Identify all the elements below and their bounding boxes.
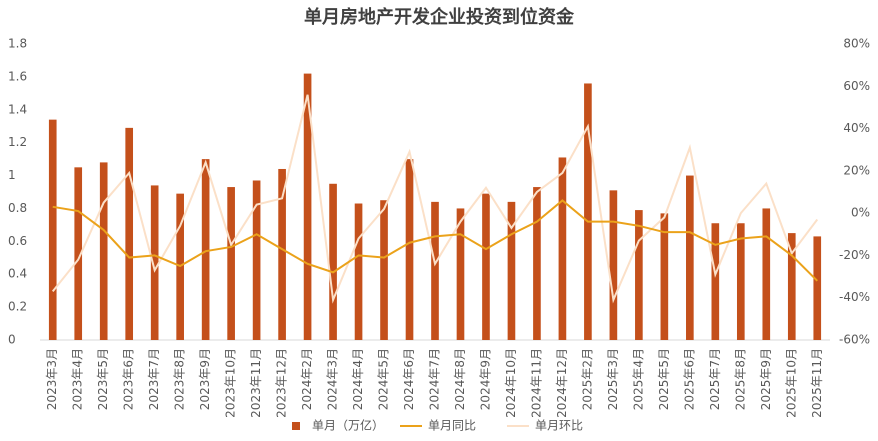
x-tick-label: 2025年2月	[580, 348, 594, 410]
bar	[354, 203, 363, 340]
x-tick-label: 2025年7月	[708, 348, 722, 410]
bar	[736, 223, 745, 340]
bar	[686, 175, 694, 340]
x-tick-label: 2025年3月	[606, 348, 620, 410]
chart-title: 单月房地产开发企业投资到位资金	[304, 6, 575, 28]
bar	[456, 208, 465, 340]
x-tick-label: 2024年5月	[377, 348, 391, 410]
x-tick-label: 2025年9月	[759, 348, 773, 410]
x-tick-label: 2023年6月	[122, 348, 136, 410]
x-tick-label: 2024年4月	[351, 348, 365, 410]
legend-swatch	[292, 422, 300, 430]
legend-label: 单月（万亿）	[312, 418, 384, 433]
x-tick-label: 2023年5月	[96, 348, 110, 410]
y2-tick-label: -60%	[839, 333, 870, 347]
y2-tick-label: -20%	[839, 248, 870, 262]
bar	[252, 180, 261, 340]
bar	[150, 185, 159, 340]
y2-tick-label: 0%	[851, 206, 870, 220]
bar	[533, 187, 541, 340]
bar	[558, 157, 567, 340]
bar	[99, 162, 108, 340]
bar	[431, 201, 439, 340]
bar	[329, 183, 337, 340]
bar	[380, 200, 388, 340]
bar	[660, 213, 669, 340]
y-tick-label: 1.2	[8, 135, 27, 149]
bar	[584, 83, 592, 340]
x-tick-label: 2025年10月	[784, 348, 798, 418]
bar	[787, 233, 796, 340]
x-tick-label: 2025年6月	[682, 348, 696, 410]
y-tick-label: 1.8	[8, 37, 27, 51]
x-tick-label: 2023年12月	[275, 348, 289, 418]
x-tick-label: 2023年8月	[173, 348, 187, 410]
y-tick-label: 0.4	[8, 267, 27, 281]
bar	[711, 223, 720, 340]
line	[52, 199, 818, 282]
y-tick-label: 1	[8, 168, 16, 182]
y2-tick-label: 40%	[843, 121, 870, 135]
x-tick-label: 2023年3月	[45, 348, 59, 410]
bar	[303, 73, 312, 340]
y-tick-label: 0.2	[8, 300, 27, 314]
y2-tick-label: 80%	[843, 37, 870, 51]
bar	[635, 210, 643, 340]
bar	[405, 159, 414, 340]
bar	[482, 193, 490, 340]
x-tick-label: 2023年7月	[147, 348, 161, 410]
x-tick-label: 2024年8月	[453, 348, 467, 410]
bar	[227, 187, 235, 340]
legend-label: 单月环比	[535, 419, 583, 433]
bar	[762, 208, 771, 340]
x-tick-label: 2024年11月	[529, 348, 543, 418]
x-tick-label: 2024年2月	[300, 348, 314, 410]
x-tick-label: 2024年3月	[326, 348, 340, 410]
y-tick-label: 0	[8, 333, 16, 347]
bar	[48, 119, 57, 341]
x-tick-label: 2025年11月	[810, 348, 824, 418]
x-tick-label: 2023年9月	[198, 348, 212, 410]
y2-tick-label: 60%	[843, 79, 870, 93]
x-tick-label: 2024年9月	[478, 348, 492, 410]
x-tick-label: 2023年11月	[249, 348, 263, 418]
y-tick-label: 0.8	[8, 201, 27, 215]
x-tick-label: 2023年4月	[71, 348, 85, 410]
y2-tick-label: -40%	[839, 290, 870, 304]
x-tick-label: 2025年5月	[657, 348, 671, 410]
bar	[201, 159, 210, 340]
bar	[125, 127, 134, 340]
y-tick-label: 1.4	[8, 102, 27, 116]
x-tick-label: 2024年6月	[402, 348, 416, 410]
bar	[813, 236, 822, 340]
x-tick-label: 2024年10月	[504, 348, 518, 418]
x-tick-label: 2025年8月	[733, 348, 747, 410]
y2-tick-label: 20%	[843, 163, 870, 177]
bar	[507, 201, 516, 340]
x-tick-label: 2025年4月	[631, 348, 645, 410]
x-tick-label: 2024年12月	[555, 348, 569, 418]
legend-label: 单月同比	[428, 419, 476, 433]
y-tick-label: 1.6	[8, 69, 27, 83]
x-tick-label: 2024年7月	[428, 348, 442, 410]
bar	[74, 167, 83, 340]
bar	[609, 190, 618, 340]
y-tick-label: 0.6	[8, 234, 27, 248]
line	[51, 94, 819, 304]
x-tick-label: 2023年10月	[224, 348, 238, 418]
bar	[278, 168, 286, 340]
